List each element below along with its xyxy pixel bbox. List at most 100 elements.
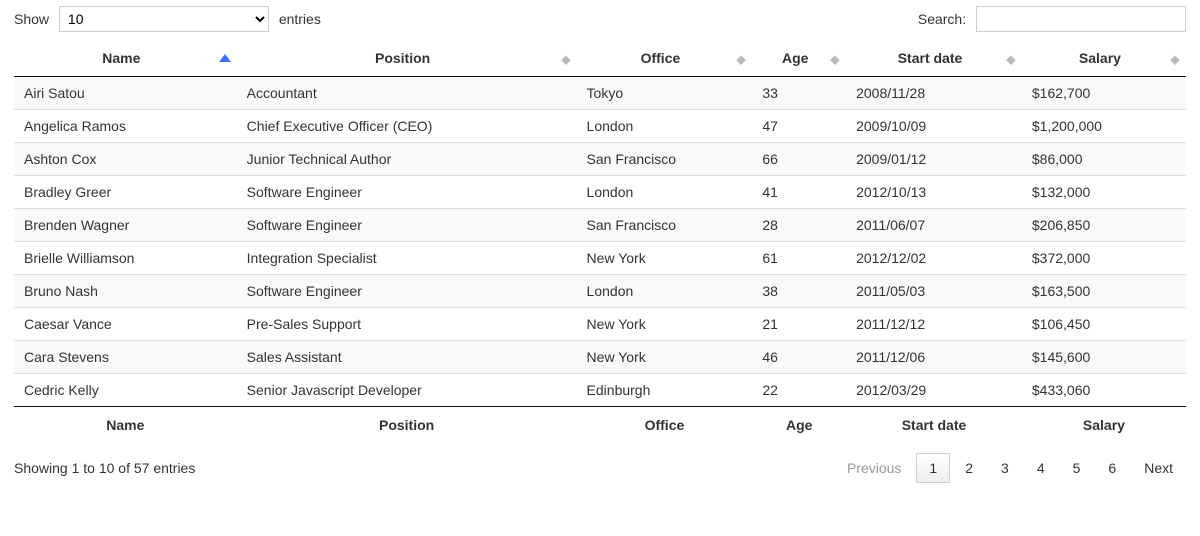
table-row: Brenden WagnerSoftware EngineerSan Franc… — [14, 209, 1186, 242]
table-info: Showing 1 to 10 of 57 entries — [14, 460, 195, 476]
cell-office: San Francisco — [577, 143, 753, 176]
entries-label: entries — [279, 11, 321, 27]
table-row: Cara StevensSales AssistantNew York46201… — [14, 341, 1186, 374]
data-table: NamePositionOfficeAgeStart dateSalary Ai… — [14, 40, 1186, 443]
cell-start: 2011/06/07 — [846, 209, 1022, 242]
cell-name: Cedric Kelly — [14, 374, 237, 407]
cell-salary: $86,000 — [1022, 143, 1186, 176]
page-3[interactable]: 3 — [988, 453, 1022, 483]
cell-salary: $433,060 — [1022, 374, 1186, 407]
cell-start: 2011/12/06 — [846, 341, 1022, 374]
table-row: Angelica RamosChief Executive Officer (C… — [14, 110, 1186, 143]
page-prev[interactable]: Previous — [834, 453, 914, 483]
cell-office: New York — [577, 308, 753, 341]
cell-office: New York — [577, 242, 753, 275]
page-4[interactable]: 4 — [1024, 453, 1058, 483]
cell-name: Brielle Williamson — [14, 242, 237, 275]
column-footer-age: Age — [752, 407, 846, 444]
cell-position: Accountant — [237, 77, 577, 110]
cell-salary: $163,500 — [1022, 275, 1186, 308]
search-control: Search: — [918, 6, 1186, 32]
cell-position: Software Engineer — [237, 176, 577, 209]
cell-start: 2012/12/02 — [846, 242, 1022, 275]
show-label: Show — [14, 11, 49, 27]
column-header-office[interactable]: Office — [577, 40, 753, 77]
page-1[interactable]: 1 — [916, 453, 950, 483]
cell-name: Bruno Nash — [14, 275, 237, 308]
pagination: Previous123456Next — [832, 453, 1186, 483]
cell-name: Bradley Greer — [14, 176, 237, 209]
cell-salary: $372,000 — [1022, 242, 1186, 275]
cell-office: Edinburgh — [577, 374, 753, 407]
table-row: Bradley GreerSoftware EngineerLondon4120… — [14, 176, 1186, 209]
cell-start: 2008/11/28 — [846, 77, 1022, 110]
page-6[interactable]: 6 — [1095, 453, 1129, 483]
cell-age: 66 — [752, 143, 846, 176]
cell-start: 2011/12/12 — [846, 308, 1022, 341]
cell-position: Sales Assistant — [237, 341, 577, 374]
cell-name: Caesar Vance — [14, 308, 237, 341]
cell-start: 2012/03/29 — [846, 374, 1022, 407]
table-row: Ashton CoxJunior Technical AuthorSan Fra… — [14, 143, 1186, 176]
cell-name: Ashton Cox — [14, 143, 237, 176]
column-header-start-date[interactable]: Start date — [846, 40, 1022, 77]
column-footer-office: Office — [577, 407, 753, 444]
cell-position: Software Engineer — [237, 275, 577, 308]
cell-age: 47 — [752, 110, 846, 143]
cell-office: Tokyo — [577, 77, 753, 110]
cell-name: Airi Satou — [14, 77, 237, 110]
cell-start: 2009/01/12 — [846, 143, 1022, 176]
cell-age: 46 — [752, 341, 846, 374]
search-input[interactable] — [976, 6, 1186, 32]
length-select[interactable]: 102550100 — [59, 6, 269, 32]
cell-salary: $206,850 — [1022, 209, 1186, 242]
cell-salary: $145,600 — [1022, 341, 1186, 374]
cell-position: Junior Technical Author — [237, 143, 577, 176]
cell-age: 21 — [752, 308, 846, 341]
cell-office: London — [577, 110, 753, 143]
cell-name: Angelica Ramos — [14, 110, 237, 143]
column-footer-name: Name — [14, 407, 237, 444]
search-label: Search: — [918, 11, 966, 27]
page-next[interactable]: Next — [1131, 453, 1186, 483]
cell-age: 28 — [752, 209, 846, 242]
table-row: Airi SatouAccountantTokyo332008/11/28$16… — [14, 77, 1186, 110]
cell-position: Chief Executive Officer (CEO) — [237, 110, 577, 143]
column-header-name[interactable]: Name — [14, 40, 237, 77]
page-2[interactable]: 2 — [952, 453, 986, 483]
cell-position: Pre-Sales Support — [237, 308, 577, 341]
cell-office: San Francisco — [577, 209, 753, 242]
cell-start: 2012/10/13 — [846, 176, 1022, 209]
cell-start: 2009/10/09 — [846, 110, 1022, 143]
table-row: Cedric KellySenior Javascript DeveloperE… — [14, 374, 1186, 407]
cell-position: Software Engineer — [237, 209, 577, 242]
cell-office: New York — [577, 341, 753, 374]
table-row: Brielle WilliamsonIntegration Specialist… — [14, 242, 1186, 275]
length-control: Show 102550100 entries — [14, 6, 321, 32]
table-row: Caesar VancePre-Sales SupportNew York212… — [14, 308, 1186, 341]
column-footer-position: Position — [237, 407, 577, 444]
column-header-age[interactable]: Age — [752, 40, 846, 77]
page-5[interactable]: 5 — [1060, 453, 1094, 483]
cell-position: Integration Specialist — [237, 242, 577, 275]
column-footer-salary: Salary — [1022, 407, 1186, 444]
cell-salary: $1,200,000 — [1022, 110, 1186, 143]
cell-age: 41 — [752, 176, 846, 209]
cell-name: Cara Stevens — [14, 341, 237, 374]
cell-position: Senior Javascript Developer — [237, 374, 577, 407]
cell-office: London — [577, 176, 753, 209]
cell-salary: $106,450 — [1022, 308, 1186, 341]
cell-age: 61 — [752, 242, 846, 275]
cell-salary: $162,700 — [1022, 77, 1186, 110]
column-header-position[interactable]: Position — [237, 40, 577, 77]
cell-salary: $132,000 — [1022, 176, 1186, 209]
cell-age: 33 — [752, 77, 846, 110]
cell-office: London — [577, 275, 753, 308]
cell-age: 22 — [752, 374, 846, 407]
cell-age: 38 — [752, 275, 846, 308]
cell-name: Brenden Wagner — [14, 209, 237, 242]
column-footer-start-date: Start date — [846, 407, 1022, 444]
column-header-salary[interactable]: Salary — [1022, 40, 1186, 77]
cell-start: 2011/05/03 — [846, 275, 1022, 308]
table-row: Bruno NashSoftware EngineerLondon382011/… — [14, 275, 1186, 308]
